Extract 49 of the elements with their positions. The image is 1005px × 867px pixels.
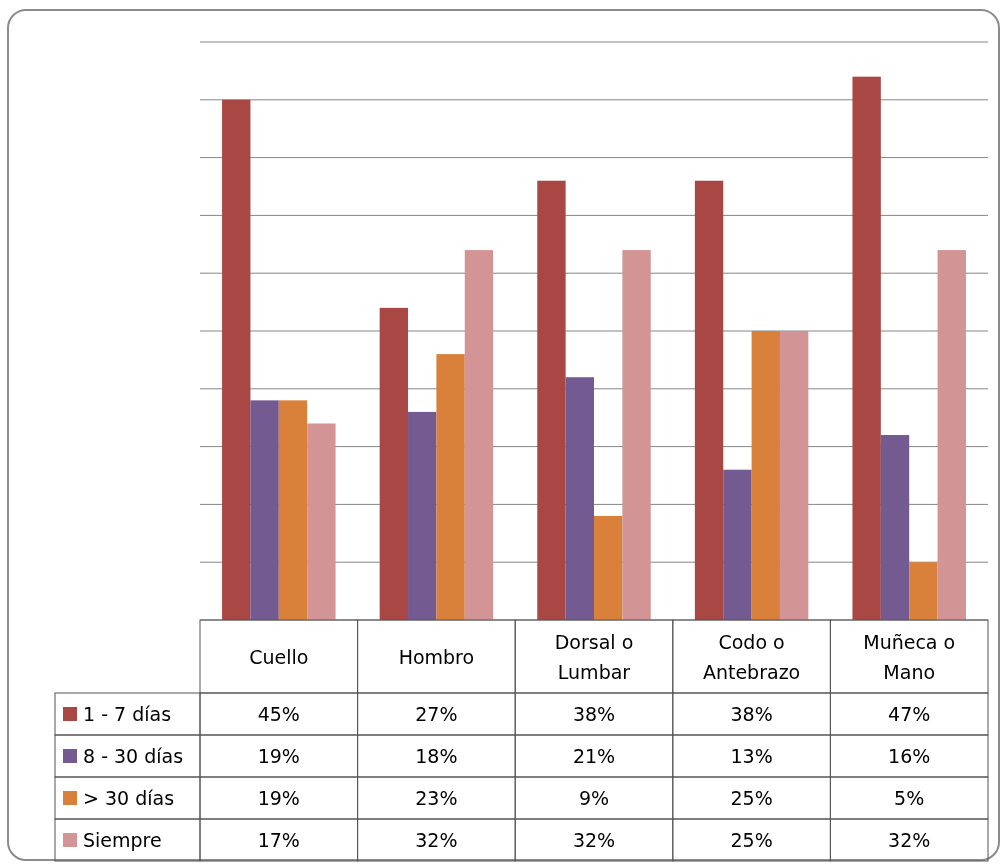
data-label: 9% [578, 787, 610, 809]
data-label: 17% [257, 829, 300, 851]
bar [723, 469, 752, 620]
bar [464, 250, 494, 620]
bar [250, 400, 279, 620]
bar [622, 250, 651, 620]
x-tick-label: Codo o Antebrazo [702, 630, 801, 683]
data-label: 27% [415, 703, 458, 725]
data-label: 21% [572, 745, 616, 767]
bar [436, 354, 465, 620]
data-label: 32% [572, 829, 616, 851]
data-label: 19% [257, 745, 300, 767]
x-tick-label: Hombro [398, 645, 475, 668]
data-label: 25% [730, 829, 773, 851]
data-label: 25% [730, 787, 773, 809]
data-label: 47% [888, 703, 931, 725]
bar [408, 411, 437, 620]
data-label: 19% [257, 787, 300, 809]
bar [779, 331, 809, 620]
bar [694, 180, 724, 620]
data-label: 13% [730, 745, 773, 767]
legend-label: 1 - 7 días [83, 703, 172, 725]
bar [565, 377, 594, 620]
data-label: 32% [888, 829, 931, 851]
bar [594, 515, 623, 620]
data-label: 5% [894, 787, 925, 809]
data-label: 32% [415, 829, 458, 851]
bar [307, 423, 336, 620]
data-label: 23% [415, 787, 458, 809]
x-tick-label: Cuello [249, 645, 309, 668]
data-label: 38% [730, 703, 773, 725]
bar [278, 400, 308, 620]
bar [852, 76, 881, 620]
data-label: 45% [257, 703, 300, 725]
bar [880, 435, 910, 620]
data-label: 16% [888, 745, 931, 767]
x-tick-label: Muñeca o Mano [863, 630, 956, 683]
bar [937, 250, 966, 620]
x-tick-label: Dorsal o Lumbar [554, 630, 634, 683]
bar [537, 180, 566, 620]
bar [379, 307, 409, 620]
data-label: 18% [415, 745, 458, 767]
bar [222, 99, 251, 620]
legend-label: 8 - 30 días [83, 745, 184, 767]
legend-label: > 30 días [83, 787, 175, 809]
data-label: 38% [572, 703, 616, 725]
legend-label: Siempre [83, 829, 162, 851]
bar [751, 331, 780, 620]
bar [909, 562, 938, 620]
